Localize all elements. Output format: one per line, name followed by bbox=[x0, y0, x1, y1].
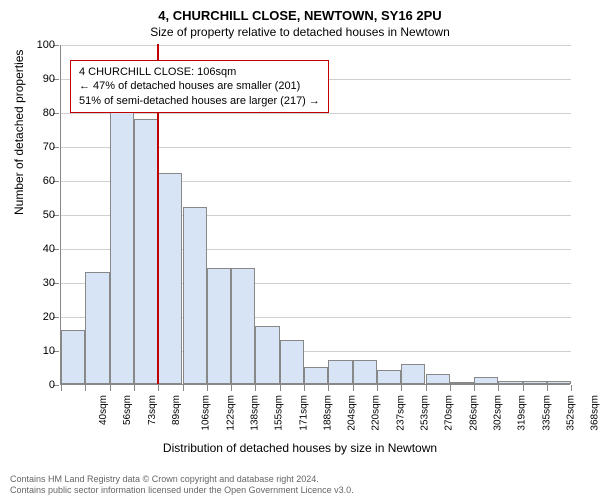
y-tick-label: 100 bbox=[25, 39, 55, 51]
histogram-bar bbox=[207, 268, 231, 384]
histogram-bar bbox=[85, 272, 109, 384]
histogram-bar bbox=[231, 268, 255, 384]
x-tick-label: 106sqm bbox=[201, 395, 212, 431]
histogram-bar bbox=[280, 340, 304, 384]
histogram-bar bbox=[158, 173, 182, 384]
y-tick-label: 70 bbox=[25, 141, 55, 153]
histogram-bar bbox=[401, 364, 425, 384]
x-tick bbox=[85, 385, 86, 391]
x-tick-label: 286sqm bbox=[468, 395, 479, 431]
y-tick-label: 10 bbox=[25, 345, 55, 357]
x-tick-label: 171sqm bbox=[298, 395, 309, 431]
x-tick-label: 319sqm bbox=[517, 395, 528, 431]
x-tick-label: 335sqm bbox=[541, 395, 552, 431]
x-tick bbox=[231, 385, 232, 391]
x-tick-label: 368sqm bbox=[590, 395, 600, 431]
y-tick-label: 50 bbox=[25, 209, 55, 221]
x-tick-label: 56sqm bbox=[122, 395, 133, 425]
annotation-line2: ← 47% of detached houses are smaller (20… bbox=[79, 79, 320, 93]
histogram-bar bbox=[134, 119, 158, 384]
x-tick bbox=[401, 385, 402, 391]
histogram-bar bbox=[353, 360, 377, 384]
x-tick bbox=[134, 385, 135, 391]
y-tick-label: 30 bbox=[25, 277, 55, 289]
x-tick bbox=[450, 385, 451, 391]
grid-line bbox=[61, 45, 571, 46]
histogram-bar bbox=[474, 377, 498, 384]
x-tick-label: 155sqm bbox=[274, 395, 285, 431]
y-tick-label: 20 bbox=[25, 311, 55, 323]
x-tick-label: 204sqm bbox=[347, 395, 358, 431]
y-axis-label: Number of detached properties bbox=[12, 50, 26, 215]
x-tick bbox=[304, 385, 305, 391]
x-tick-label: 122sqm bbox=[225, 395, 236, 431]
x-tick bbox=[498, 385, 499, 391]
x-tick-label: 352sqm bbox=[565, 395, 576, 431]
y-tick-label: 60 bbox=[25, 175, 55, 187]
footer-line1: Contains HM Land Registry data © Crown c… bbox=[10, 474, 354, 485]
footer: Contains HM Land Registry data © Crown c… bbox=[10, 474, 354, 496]
histogram-bar bbox=[304, 367, 328, 384]
x-tick bbox=[426, 385, 427, 391]
x-tick bbox=[523, 385, 524, 391]
histogram-bar bbox=[450, 382, 474, 384]
x-tick bbox=[158, 385, 159, 391]
histogram-bar bbox=[523, 381, 547, 384]
x-tick-label: 188sqm bbox=[322, 395, 333, 431]
x-tick bbox=[280, 385, 281, 391]
x-tick bbox=[183, 385, 184, 391]
x-tick bbox=[377, 385, 378, 391]
histogram-bar bbox=[110, 112, 134, 384]
histogram-bar bbox=[61, 330, 85, 384]
x-tick bbox=[328, 385, 329, 391]
histogram-bar bbox=[183, 207, 207, 384]
annotation-line3: 51% of semi-detached houses are larger (… bbox=[79, 94, 320, 108]
histogram-bar bbox=[426, 374, 450, 384]
x-tick-label: 302sqm bbox=[493, 395, 504, 431]
x-tick bbox=[207, 385, 208, 391]
grid-line bbox=[61, 113, 571, 114]
x-tick bbox=[255, 385, 256, 391]
x-tick bbox=[474, 385, 475, 391]
x-tick-label: 40sqm bbox=[98, 395, 109, 425]
histogram-bar bbox=[498, 381, 522, 384]
x-tick-label: 73sqm bbox=[147, 395, 158, 425]
x-tick-label: 237sqm bbox=[395, 395, 406, 431]
y-tick-label: 80 bbox=[25, 107, 55, 119]
y-tick-label: 40 bbox=[25, 243, 55, 255]
histogram-bar bbox=[328, 360, 352, 384]
x-tick bbox=[571, 385, 572, 391]
x-tick-label: 253sqm bbox=[420, 395, 431, 431]
page-title: 4, CHURCHILL CLOSE, NEWTOWN, SY16 2PU bbox=[0, 0, 600, 23]
annotation-box: 4 CHURCHILL CLOSE: 106sqm ← 47% of detac… bbox=[70, 60, 329, 113]
x-tick-label: 270sqm bbox=[444, 395, 455, 431]
histogram-bar bbox=[377, 370, 401, 384]
x-tick bbox=[61, 385, 62, 391]
annotation-line1: 4 CHURCHILL CLOSE: 106sqm bbox=[79, 65, 320, 79]
histogram-bar bbox=[255, 326, 279, 384]
y-tick-label: 0 bbox=[25, 379, 55, 391]
x-tick bbox=[547, 385, 548, 391]
y-tick-label: 90 bbox=[25, 73, 55, 85]
x-tick-label: 220sqm bbox=[371, 395, 382, 431]
footer-line2: Contains public sector information licen… bbox=[10, 485, 354, 496]
histogram-bar bbox=[547, 381, 571, 384]
x-tick-label: 89sqm bbox=[171, 395, 182, 425]
x-axis-label: Distribution of detached houses by size … bbox=[0, 441, 600, 455]
page-subtitle: Size of property relative to detached ho… bbox=[0, 23, 600, 39]
x-tick bbox=[353, 385, 354, 391]
x-tick-label: 138sqm bbox=[250, 395, 261, 431]
x-tick bbox=[110, 385, 111, 391]
